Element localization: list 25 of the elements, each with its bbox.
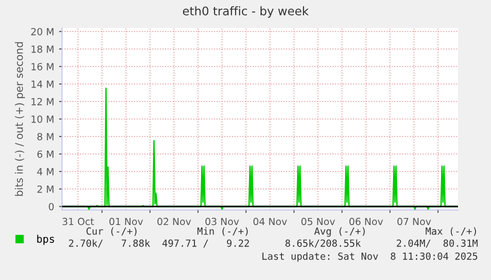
- legend-label: bps: [37, 234, 54, 245]
- x-tick-label: 04 Nov: [253, 218, 287, 226]
- x-tick-label: 05 Nov: [301, 218, 335, 226]
- x-tick-label: 03 Nov: [205, 218, 239, 226]
- y-tick-label: 18 M: [32, 45, 54, 53]
- x-tick-label: 07 Nov: [397, 218, 431, 226]
- y-tick-label: 14 M: [32, 80, 54, 88]
- y-axis-title: bits in (-) / out (+) per second: [14, 42, 25, 196]
- y-tick-label: 2 M: [37, 185, 54, 193]
- y-tick-label: 8 M: [37, 132, 54, 140]
- y-tick-label: 20 M: [31, 28, 54, 36]
- x-tick-label: 02 Nov: [157, 218, 191, 226]
- x-tick-label: 06 Nov: [349, 218, 383, 226]
- chart-title: eth0 traffic - by week: [182, 6, 309, 18]
- y-tick-label: 6 M: [37, 150, 54, 158]
- y-tick-label: 0: [48, 202, 54, 210]
- y-tick-label: 12 M: [32, 98, 54, 106]
- y-tick-label: 4 M: [37, 168, 54, 176]
- x-tick-label: 01 Nov: [109, 218, 143, 226]
- text: Cur (-/+) Min (-/+) Avg (-/+) Max (-/+): [86, 227, 476, 237]
- x-tick-label: 31 Oct: [62, 218, 94, 226]
- text: Last update: Sat Nov 8 11:30:04 2025: [262, 252, 478, 262]
- y-tick-label: 10 M: [32, 115, 54, 123]
- y-tick-label: 16 M: [32, 62, 54, 70]
- text: 2.70k/ 7.88k 497.71 / 9.22 8.65k/208.55k 2.04M/ 80.31M: [69, 239, 478, 248]
